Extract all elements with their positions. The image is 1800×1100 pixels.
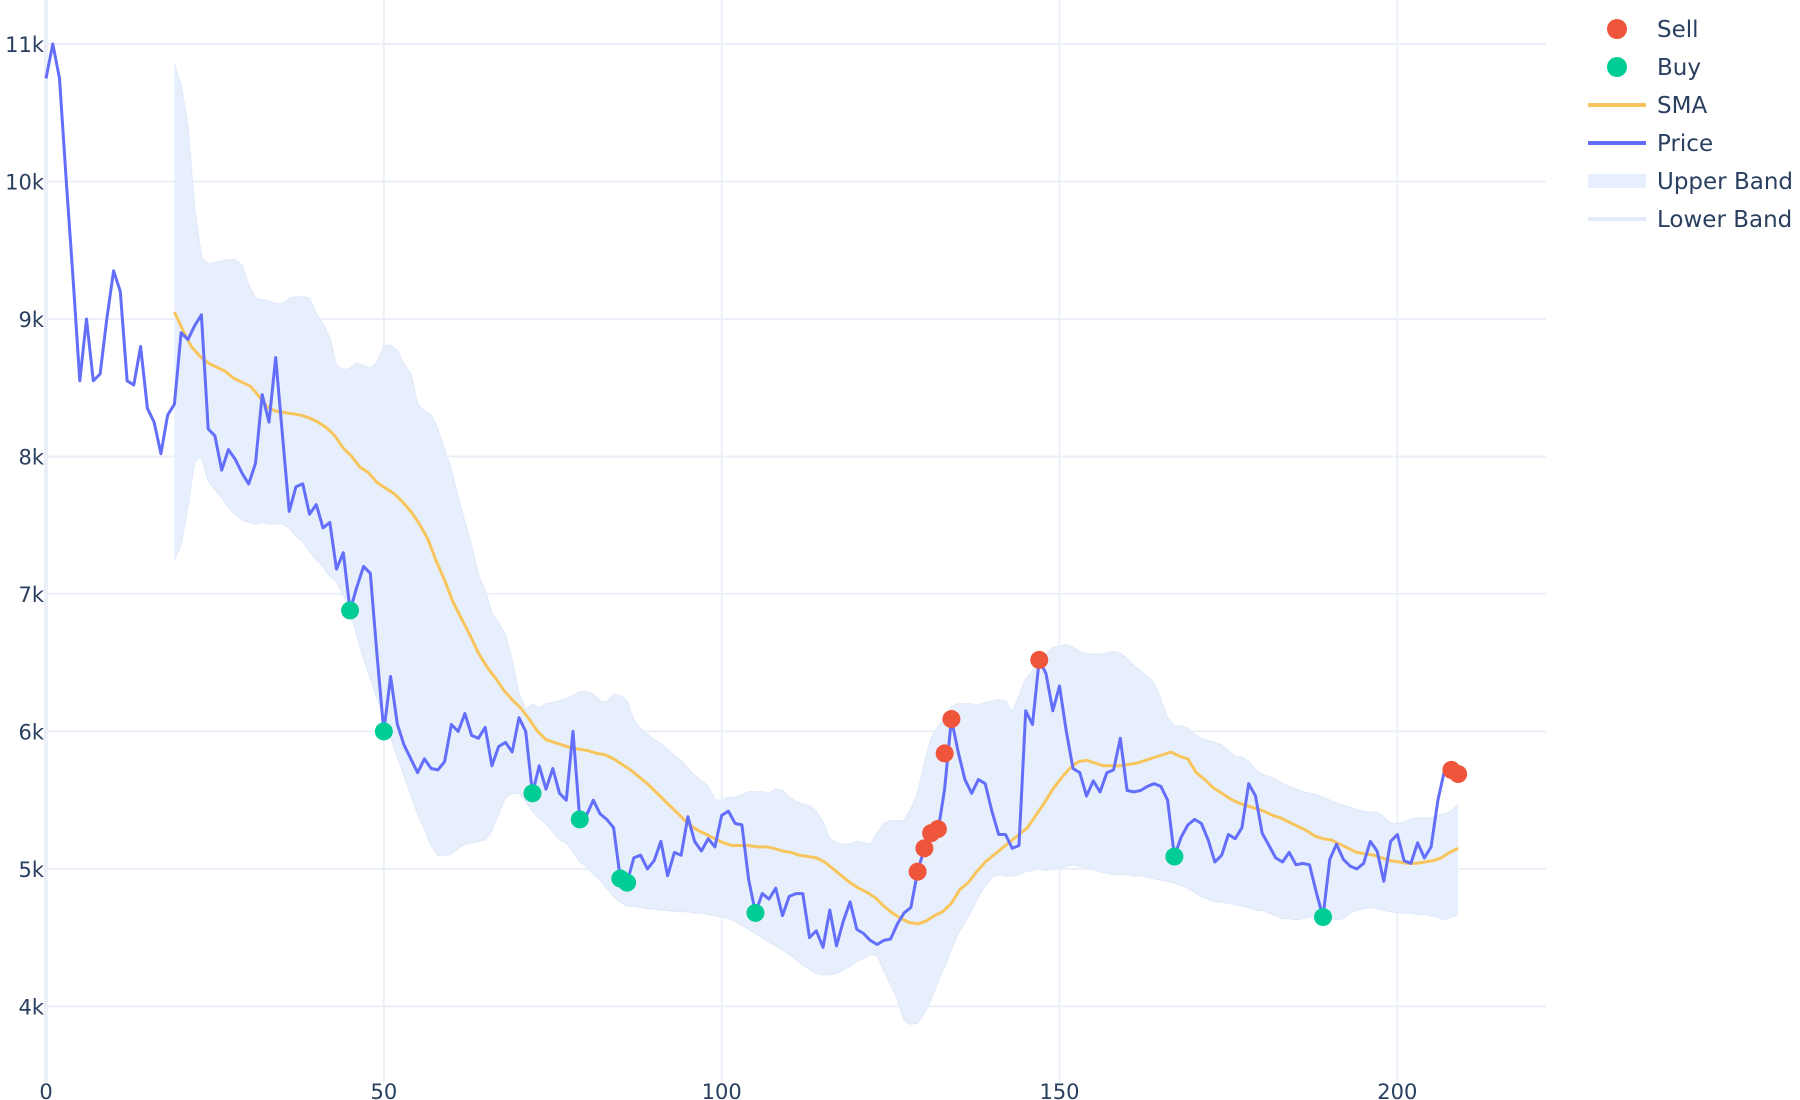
x-tick-label: 150 [1039, 1080, 1079, 1100]
price-line [44, 42, 1453, 949]
y-tick-label: 6k [18, 720, 44, 744]
sell-marker-1 [915, 839, 934, 858]
y-tick-label: 9k [18, 308, 44, 332]
legend: Sell Buy SMA Price Upper Band Lower Band [1588, 17, 1793, 233]
y-tick-label: 5k [18, 858, 44, 882]
legend-item-upper-band[interactable]: Upper Band [1588, 169, 1793, 195]
y-tick-label: 11k [5, 33, 45, 57]
sell-markers [908, 650, 1468, 881]
buy-marker-0 [341, 601, 360, 620]
legend-label: Lower Band [1657, 207, 1792, 233]
y-tick-label: 8k [18, 445, 44, 469]
sell-marker-0 [908, 862, 927, 881]
legend-item-sma[interactable]: SMA [1588, 93, 1707, 119]
legend-label: SMA [1657, 93, 1707, 119]
legend-swatch [1607, 57, 1627, 77]
buy-marker-7 [1165, 847, 1184, 866]
sell-marker-3 [928, 820, 947, 839]
sell-marker-8 [1449, 765, 1468, 784]
legend-swatch [1607, 19, 1627, 39]
sell-marker-4 [935, 744, 954, 763]
y-tick-label: 7k [18, 583, 44, 607]
x-axis-ticks: 0 50 100 150 200 [39, 1080, 1417, 1100]
buy-marker-3 [570, 810, 589, 829]
buy-marker-1 [374, 722, 393, 741]
y-tick-label: 4k [18, 995, 44, 1019]
x-tick-label: 100 [702, 1080, 742, 1100]
buy-marker-8 [1314, 908, 1333, 927]
x-tick-label: 200 [1377, 1080, 1417, 1100]
legend-item-price[interactable]: Price [1588, 131, 1713, 157]
sell-marker-5 [942, 710, 961, 729]
buy-markers [341, 601, 1333, 927]
sell-marker-6 [1030, 650, 1049, 669]
legend-label: Price [1657, 131, 1713, 157]
legend-item-buy[interactable]: Buy [1607, 55, 1701, 81]
buy-marker-6 [746, 903, 765, 922]
buy-marker-2 [523, 784, 542, 803]
legend-item-sell[interactable]: Sell [1607, 17, 1699, 43]
legend-item-lower-band[interactable]: Lower Band [1588, 207, 1792, 233]
buy-marker-5 [618, 873, 637, 892]
x-tick-label: 50 [370, 1080, 397, 1100]
y-axis-ticks: 4k 5k 6k 7k 8k 9k 10k 11k [5, 33, 45, 1019]
band-fill-area [174, 64, 1459, 1025]
legend-label: Buy [1657, 55, 1701, 81]
y-tick-label: 10k [5, 170, 45, 194]
legend-label: Sell [1657, 17, 1699, 43]
legend-swatch [1588, 174, 1646, 188]
legend-label: Upper Band [1657, 169, 1793, 195]
x-tick-label: 0 [39, 1080, 52, 1100]
upper-band-line [173, 64, 1459, 846]
